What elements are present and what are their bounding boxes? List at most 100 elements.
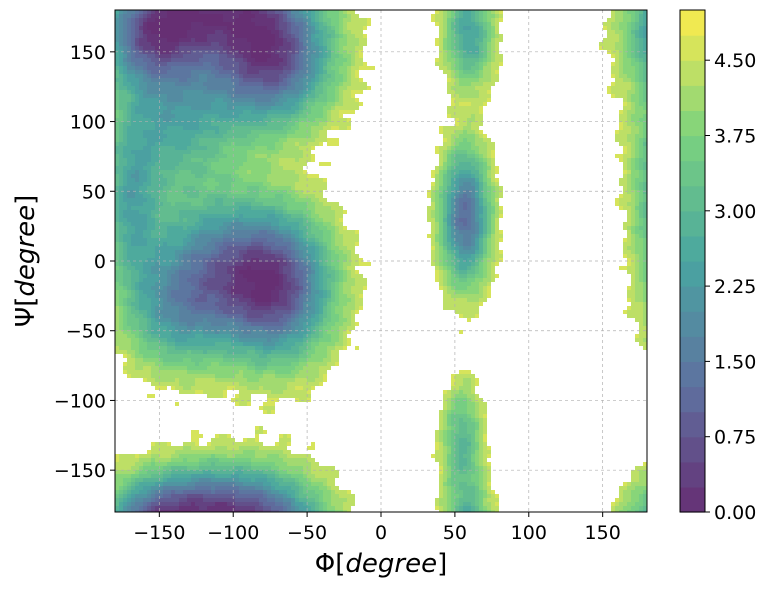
contour-cell	[303, 38, 307, 42]
contour-cell	[147, 234, 151, 238]
contour-cell	[467, 122, 471, 126]
contour-cell	[351, 14, 355, 18]
contour-cell	[311, 238, 315, 242]
contour-cell	[275, 74, 279, 78]
contour-cell	[255, 150, 259, 154]
contour-cell	[179, 142, 183, 146]
contour-cell	[451, 30, 455, 34]
contour-cell	[491, 182, 495, 186]
contour-cell	[623, 146, 627, 150]
contour-cell	[627, 146, 631, 150]
contour-cell	[303, 34, 307, 38]
contour-cell	[271, 70, 275, 74]
contour-cell	[643, 18, 647, 22]
contour-cell	[251, 118, 255, 122]
contour-cell	[459, 14, 463, 18]
contour-cell	[263, 126, 267, 130]
contour-cell	[307, 74, 311, 78]
contour-cell	[451, 242, 455, 246]
contour-cell	[211, 174, 215, 178]
contour-cell	[343, 210, 347, 214]
contour-cell	[291, 98, 295, 102]
contour-cell	[119, 150, 123, 154]
contour-cell	[291, 74, 295, 78]
contour-cell	[475, 54, 479, 58]
contour-cell	[187, 218, 191, 222]
contour-cell	[623, 62, 627, 66]
contour-cell	[311, 194, 315, 198]
contour-cell	[339, 38, 343, 42]
contour-cell	[135, 38, 139, 42]
contour-cell	[459, 206, 463, 210]
contour-cell	[319, 106, 323, 110]
contour-cell	[235, 210, 239, 214]
contour-cell	[451, 254, 455, 258]
contour-cell	[243, 194, 247, 198]
contour-cell	[635, 230, 639, 234]
contour-cell	[299, 118, 303, 122]
contour-cell	[115, 218, 119, 222]
contour-cell	[635, 142, 639, 146]
contour-cell	[319, 182, 323, 186]
contour-cell	[295, 174, 299, 178]
contour-cell	[463, 158, 467, 162]
contour-cell	[147, 218, 151, 222]
contour-cell	[271, 66, 275, 70]
contour-cell	[143, 126, 147, 130]
contour-cell	[211, 210, 215, 214]
contour-cell	[167, 190, 171, 194]
contour-cell	[183, 70, 187, 74]
contour-cell	[287, 242, 291, 246]
contour-cell	[643, 218, 647, 222]
contour-cell	[355, 46, 359, 50]
contour-cell	[203, 102, 207, 106]
contour-cell	[223, 238, 227, 242]
contour-cell	[223, 114, 227, 118]
contour-cell	[231, 246, 235, 250]
contour-cell	[315, 14, 319, 18]
contour-cell	[283, 30, 287, 34]
contour-cell	[195, 118, 199, 122]
contour-cell	[123, 26, 127, 30]
contour-cell	[435, 238, 439, 242]
contour-cell	[307, 46, 311, 50]
contour-cell	[643, 102, 647, 106]
contour-cell	[459, 62, 463, 66]
contour-cell	[499, 58, 503, 62]
contour-cell	[123, 78, 127, 82]
contour-cell	[347, 58, 351, 62]
contour-cell	[219, 218, 223, 222]
contour-cell	[283, 62, 287, 66]
contour-cell	[463, 238, 467, 242]
contour-cell	[443, 138, 447, 142]
contour-cell	[291, 18, 295, 22]
contour-cell	[479, 102, 483, 106]
contour-cell	[187, 118, 191, 122]
contour-cell	[123, 66, 127, 70]
contour-cell	[307, 54, 311, 58]
contour-cell	[283, 238, 287, 242]
contour-cell	[263, 34, 267, 38]
contour-cell	[307, 58, 311, 62]
contour-cell	[275, 238, 279, 242]
contour-cell	[195, 250, 199, 254]
contour-cell	[479, 214, 483, 218]
contour-cell	[359, 82, 363, 86]
contour-cell	[327, 246, 331, 250]
contour-cell	[155, 62, 159, 66]
contour-cell	[143, 54, 147, 58]
contour-cell	[255, 82, 259, 86]
contour-cell	[195, 58, 199, 62]
contour-cell	[151, 170, 155, 174]
contour-cell	[187, 38, 191, 42]
contour-cell	[455, 130, 459, 134]
contour-cell	[639, 206, 643, 210]
contour-cell	[207, 26, 211, 30]
contour-cell	[191, 30, 195, 34]
contour-cell	[259, 178, 263, 182]
contour-cell	[479, 206, 483, 210]
contour-cell	[251, 218, 255, 222]
contour-cell	[471, 38, 475, 42]
contour-cell	[155, 82, 159, 86]
contour-cell	[627, 138, 631, 142]
